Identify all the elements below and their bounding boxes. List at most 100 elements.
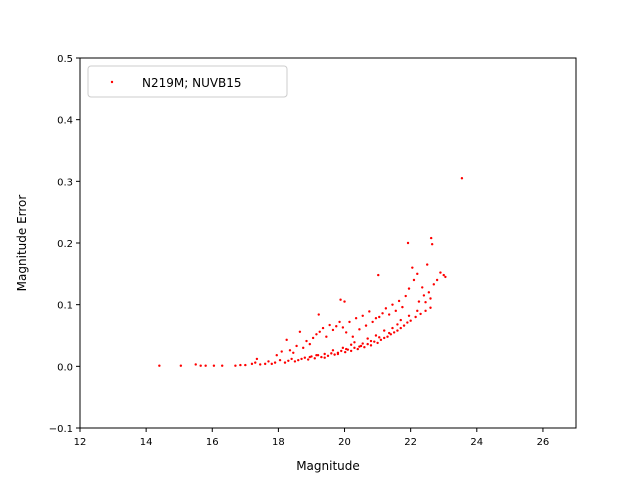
data-point [285,338,288,342]
data-point [273,361,277,364]
data-point [323,356,326,359]
x-axis-label: Magnitude [296,459,360,473]
data-point [383,336,386,340]
data-point [351,335,354,338]
data-point [353,341,356,344]
data-point [303,356,307,359]
data-point [212,364,216,367]
data-point [330,352,333,355]
data-point [429,236,433,240]
x-tick-label: 26 [537,437,550,448]
data-point [378,336,381,339]
data-point [290,357,293,361]
x-tick-label: 12 [74,437,87,448]
data-point [308,355,312,359]
data-point [406,321,409,324]
data-point [317,313,320,316]
data-point [194,363,197,366]
data-point [399,318,402,322]
data-point [278,358,282,362]
data-point [339,298,342,301]
data-point [412,278,416,282]
data-point [305,339,308,343]
data-point [406,241,410,245]
data-point [344,347,348,351]
data-point [254,361,257,364]
data-points [158,177,464,367]
data-point [421,286,424,289]
data-point [358,345,361,348]
data-point [364,324,368,327]
y-tick-label: 0.2 [57,239,73,250]
data-point [427,291,431,294]
data-point [306,358,310,361]
data-point [344,331,348,334]
data-point [298,330,302,333]
data-point [204,364,207,367]
data-point [432,283,436,286]
data-point [396,329,399,332]
data-point [313,357,316,360]
data-point [435,278,439,282]
data-point [320,355,323,359]
data-point [315,354,318,357]
x-axis-ticks: 12 14 16 18 20 22 24 26 [74,428,550,448]
data-point [407,287,411,290]
x-tick-label: 22 [404,437,417,448]
data-point [311,336,315,340]
data-point [326,354,330,358]
data-point [354,317,358,320]
data-point [402,324,406,327]
data-point [368,310,371,313]
data-point [308,342,312,346]
data-point [158,364,161,367]
data-point [234,364,237,367]
data-point [386,335,389,338]
data-point [259,363,262,366]
data-point [379,338,383,342]
data-point [348,320,351,324]
data-point [335,325,338,328]
data-point [283,361,287,364]
y-tick-label: 0.1 [57,301,73,312]
data-point [331,349,335,352]
data-point [439,271,442,274]
x-tick-label: 18 [272,437,285,448]
data-point [325,335,328,338]
x-tick-label: 16 [206,437,219,448]
data-point [422,294,426,297]
data-point [387,331,391,335]
data-point [280,350,283,353]
data-point [302,346,305,350]
data-point [358,328,361,331]
data-point [419,312,422,316]
data-point [343,350,347,354]
data-point [255,357,259,361]
data-point [179,364,183,367]
data-point [442,273,445,277]
data-point [374,334,378,337]
data-point [407,314,411,317]
data-point [404,294,407,298]
data-point [369,339,373,343]
data-point [424,301,427,304]
data-point [417,300,421,303]
data-point [414,315,417,319]
data-point [426,263,429,266]
data-point [287,359,290,362]
data-point [292,351,295,354]
data-point [300,357,303,361]
data-point [391,326,394,330]
data-point [349,343,353,346]
data-point [361,314,364,317]
data-point [295,344,298,348]
data-point [409,319,412,322]
data-point [336,352,340,356]
data-point [430,243,434,246]
data-point [288,349,292,352]
data-point [244,363,247,367]
y-tick-label: −0.1 [49,424,73,435]
data-point [275,354,278,357]
legend-marker [110,80,114,84]
data-point [424,309,427,313]
